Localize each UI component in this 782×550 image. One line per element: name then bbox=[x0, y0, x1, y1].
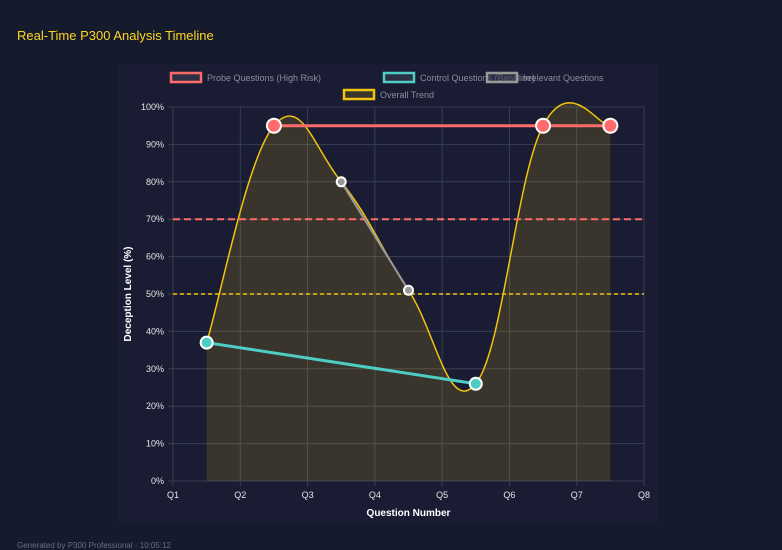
x-tick-label: Q4 bbox=[369, 490, 381, 500]
y-tick-label: 60% bbox=[146, 252, 164, 262]
y-tick-label: 80% bbox=[146, 177, 164, 187]
x-tick-label: Q5 bbox=[436, 490, 448, 500]
legend-label: Irrelevant Questions bbox=[523, 73, 604, 83]
legend-swatch bbox=[485, 71, 519, 84]
legend-label: Control Questions (Baseline) bbox=[420, 73, 535, 83]
y-tick-label: 20% bbox=[146, 401, 164, 411]
data-point bbox=[535, 117, 552, 134]
legend-swatch bbox=[342, 88, 376, 101]
series-line bbox=[340, 181, 410, 291]
series-line bbox=[206, 341, 477, 386]
y-tick-label: 100% bbox=[141, 102, 164, 112]
data-point bbox=[265, 117, 282, 134]
y-tick-label: 0% bbox=[151, 476, 164, 486]
x-tick-label: Q1 bbox=[167, 490, 179, 500]
data-point bbox=[199, 335, 214, 350]
y-tick-label: 50% bbox=[146, 289, 164, 299]
y-tick-label: 90% bbox=[146, 139, 164, 149]
page-title: Real-Time P300 Analysis Timeline bbox=[17, 28, 214, 43]
legend-label: Overall Trend bbox=[380, 90, 434, 100]
legend-label: Probe Questions (High Risk) bbox=[207, 73, 321, 83]
data-point bbox=[403, 284, 414, 296]
data-point bbox=[468, 376, 483, 391]
x-tick-label: Q8 bbox=[638, 490, 650, 500]
x-tick-label: Q6 bbox=[503, 490, 515, 500]
y-tick-label: 40% bbox=[146, 326, 164, 336]
data-point bbox=[335, 176, 347, 188]
y-tick-label: 10% bbox=[146, 439, 164, 449]
y-tick-label: 70% bbox=[146, 214, 164, 224]
x-axis-title: Question Number bbox=[367, 508, 451, 519]
x-tick-label: Q3 bbox=[302, 490, 314, 500]
legend-swatch bbox=[382, 71, 416, 84]
chart-panel bbox=[118, 64, 658, 522]
data-point bbox=[602, 117, 619, 134]
y-tick-label: 30% bbox=[146, 364, 164, 374]
legend-swatch bbox=[169, 71, 203, 84]
y-axis-title: Deception Level (%) bbox=[123, 246, 134, 341]
x-tick-label: Q2 bbox=[234, 490, 246, 500]
x-tick-label: Q7 bbox=[571, 490, 583, 500]
